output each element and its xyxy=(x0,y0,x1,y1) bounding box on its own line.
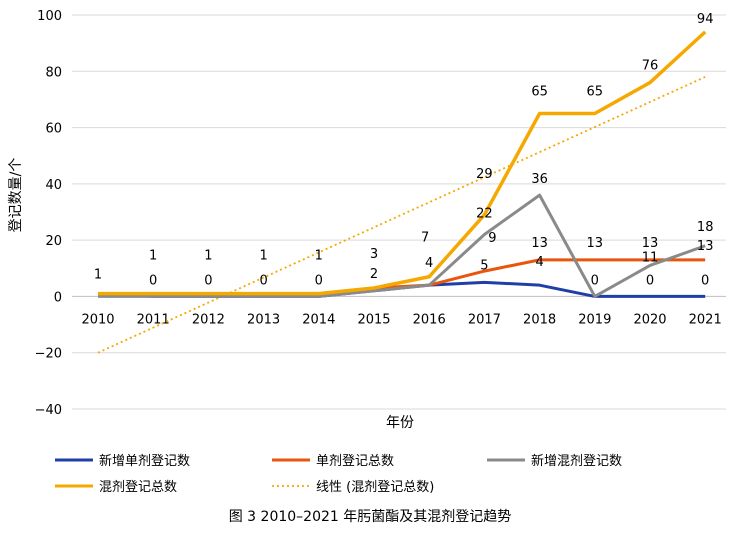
data-label: 4 xyxy=(425,256,433,271)
data-label: 4 xyxy=(535,255,543,270)
data-label: 11 xyxy=(642,250,659,265)
data-label: 29 xyxy=(476,167,493,182)
x-tick-label: 2014 xyxy=(302,312,335,327)
legend-label: 混剂登记总数 xyxy=(99,480,177,495)
data-label: 5 xyxy=(480,258,488,273)
x-tick-label: 2011 xyxy=(137,312,170,327)
data-label: 0 xyxy=(149,273,157,288)
data-label: 13 xyxy=(531,236,548,251)
x-tick-label: 2015 xyxy=(357,312,390,327)
x-axis-title: 年份 xyxy=(386,415,414,431)
y-tick-label: 40 xyxy=(45,178,62,193)
data-label: 13 xyxy=(642,236,659,251)
data-label: 13 xyxy=(587,236,604,251)
y-tick-label: 20 xyxy=(45,234,62,249)
y-axis-title: 登记数量/个 xyxy=(8,158,24,233)
x-axis-ticks: 2010 2011 2012 2013 2014 2015 2016 2017 2018 2019… xyxy=(81,312,721,327)
data-label: 0 xyxy=(315,273,323,288)
x-tick-label: 2013 xyxy=(247,312,280,327)
data-labels: 1101010103274292295653613465130761311094… xyxy=(94,12,714,289)
x-tick-label: 2019 xyxy=(578,312,611,327)
data-label: 1 xyxy=(94,268,102,283)
legend-label: 新增单剂登记数 xyxy=(99,453,190,469)
legend-label: 单剂登记总数 xyxy=(316,454,394,469)
data-label: 18 xyxy=(697,220,714,235)
data-label: 9 xyxy=(488,231,496,246)
data-label: 0 xyxy=(259,273,267,288)
data-label: 65 xyxy=(587,85,604,100)
data-label: 7 xyxy=(421,231,429,246)
x-tick-label: 2021 xyxy=(689,312,722,327)
figure-caption: 图 3 2010–2021 年肟菌酯及其混剂登记趋势 xyxy=(228,509,512,525)
data-label: 1 xyxy=(204,249,212,264)
x-tick-label: 2017 xyxy=(468,312,501,327)
x-tick-label: 2018 xyxy=(523,312,556,327)
data-label: 1 xyxy=(149,249,157,264)
data-label: 0 xyxy=(701,273,709,288)
gridlines xyxy=(72,14,726,410)
y-tick-label: −20 xyxy=(35,347,62,362)
trendline xyxy=(97,76,706,354)
data-label: 0 xyxy=(646,273,654,288)
series-lines xyxy=(97,30,707,354)
data-label: 65 xyxy=(531,85,548,100)
data-label: 94 xyxy=(697,12,714,27)
data-label: 1 xyxy=(259,249,267,264)
data-label: 36 xyxy=(531,172,548,187)
x-tick-label: 2016 xyxy=(413,312,446,327)
y-tick-label: 60 xyxy=(45,122,62,137)
data-label: 0 xyxy=(204,273,212,288)
x-tick-label: 2020 xyxy=(633,312,666,327)
x-tick-label: 2012 xyxy=(192,312,225,327)
legend-label: 新增混剂登记数 xyxy=(531,453,622,469)
data-label: 13 xyxy=(697,239,714,254)
data-label: 1 xyxy=(315,249,323,264)
data-label: 2 xyxy=(370,267,378,282)
y-tick-label: −40 xyxy=(35,403,62,418)
series-line xyxy=(98,193,706,298)
x-tick-label: 2010 xyxy=(81,312,114,327)
legend-label: 线性 (混剂登记总数) xyxy=(316,480,434,495)
y-tick-label: 100 xyxy=(37,9,62,24)
data-label: 22 xyxy=(476,207,493,222)
y-tick-label: 80 xyxy=(45,65,62,80)
data-label: 76 xyxy=(642,59,659,74)
series-line xyxy=(98,30,707,296)
y-axis-ticks: 100 80 60 40 20 0 −20 −40 xyxy=(35,9,62,418)
data-label: 0 xyxy=(591,273,599,288)
data-label: 3 xyxy=(370,247,378,262)
y-tick-label: 0 xyxy=(54,290,62,305)
